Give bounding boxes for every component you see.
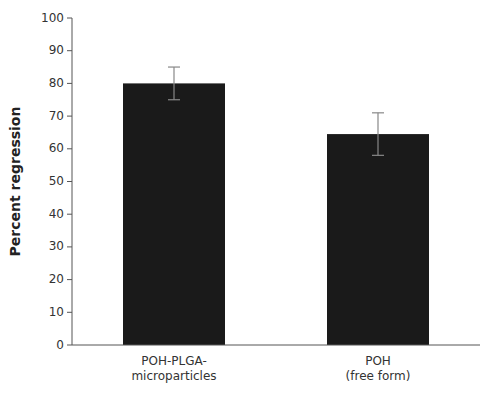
- y-tick-label: 60: [49, 141, 64, 155]
- x-tick-label: POH(free form): [346, 354, 411, 383]
- chart-container: 0 10 20 30 40 50 60 70 80 90 100 Percent regression…: [0, 0, 500, 403]
- y-tick-label: 40: [49, 207, 64, 221]
- y-tick-label: 50: [49, 174, 64, 188]
- y-axis-line: [72, 18, 73, 345]
- y-tick-label: 30: [49, 239, 64, 253]
- y-tick: [67, 148, 72, 149]
- y-tick-label: 0: [56, 338, 64, 352]
- y-tick-label: 100: [41, 11, 64, 25]
- chart: 0 10 20 30 40 50 60 70 80 90 100 Percent regression…: [0, 0, 500, 403]
- y-tick-label: 20: [49, 272, 64, 286]
- y-tick: [67, 181, 72, 182]
- y-tick-label: 90: [49, 43, 64, 57]
- y-tick-label: 70: [49, 109, 64, 123]
- bars: [123, 67, 429, 345]
- bar: [123, 83, 225, 345]
- y-tick: [67, 279, 72, 280]
- y-tick: [67, 83, 72, 84]
- y-tick: [67, 18, 72, 19]
- x-tick-label: POH-PLGA-microparticles: [131, 354, 216, 383]
- y-tick: [67, 246, 72, 247]
- y-tick-label: 80: [49, 76, 64, 90]
- error-bar: [372, 113, 384, 156]
- y-tick-label: 10: [49, 305, 64, 319]
- x-axis-line: [72, 345, 480, 346]
- y-tick: [67, 214, 72, 215]
- y-tick: [67, 116, 72, 117]
- y-tick: [67, 345, 72, 346]
- y-tick: [67, 312, 72, 313]
- y-axis-label: Percent regression: [7, 107, 23, 257]
- y-tick: [67, 50, 72, 51]
- error-bar: [168, 67, 180, 100]
- bar: [327, 134, 429, 345]
